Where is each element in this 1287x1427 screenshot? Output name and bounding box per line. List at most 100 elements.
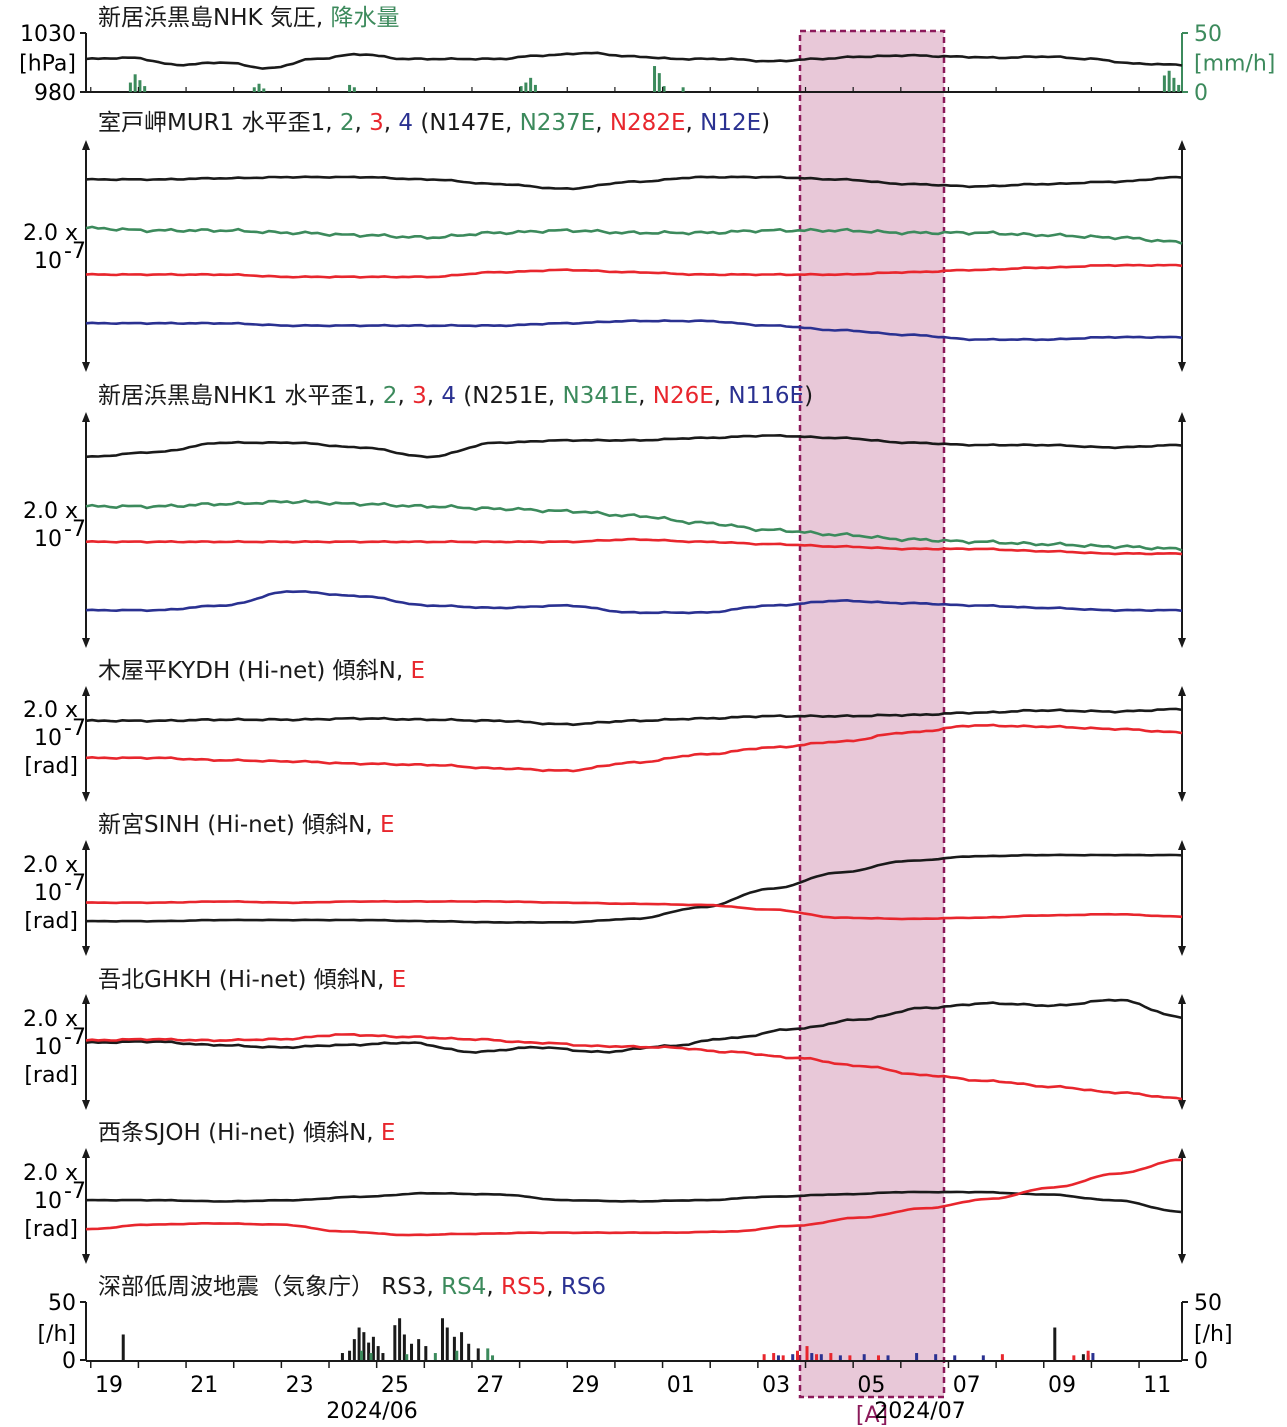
panel-title-part: N341E	[563, 383, 639, 409]
panel-title-part: ,	[384, 110, 399, 136]
lfe-bar-rs6	[819, 1354, 823, 1360]
series-SINH-N	[85, 853, 1183, 924]
x-tick-label: 19	[95, 1373, 123, 1398]
pressure-line	[85, 51, 1183, 70]
panel-title-part: 西条SJOH (Hi-net) 傾斜N,	[98, 1120, 381, 1146]
right-axis-bottom-arrow	[1178, 638, 1186, 648]
x-tick-label: 21	[190, 1373, 218, 1398]
series-NHK1-2	[85, 499, 1183, 552]
series-SINH-E	[85, 899, 1183, 921]
lfe-bar-rs6	[810, 1353, 814, 1360]
lfe-bar-rs3	[476, 1348, 480, 1360]
panel-title-part: ,	[546, 1274, 561, 1300]
rain-bar	[348, 84, 352, 92]
right-axis-top-arrow	[1178, 140, 1186, 150]
scale-exponent-base: 10	[34, 726, 62, 751]
scale-label: 2.0 x	[23, 853, 78, 878]
panel-title-part: ,	[714, 383, 729, 409]
panel-title-part: N237E	[520, 110, 596, 136]
right-axis-top-arrow	[1178, 412, 1186, 422]
lfe-bar-rs5	[772, 1353, 776, 1360]
panel-title-part: RS6	[561, 1274, 606, 1300]
lfe-bar-rs5	[876, 1355, 880, 1360]
lfe-bar-rs3	[371, 1336, 375, 1360]
lfe-bar-rs4	[433, 1353, 437, 1360]
panel-title: 新居浜黒島NHK 気圧, 降水量	[98, 5, 400, 31]
panel-title-part: )	[804, 383, 813, 409]
left-axis-top-arrow	[82, 1148, 90, 1158]
lfe-bar-rs4	[455, 1350, 459, 1360]
rain-bar	[1172, 77, 1176, 92]
scale-exponent: -7	[64, 517, 86, 542]
scale-label: 2.0 x	[23, 698, 78, 723]
month-label: 2024/06	[326, 1399, 417, 1424]
rain-bar	[681, 87, 685, 92]
rain-bar	[143, 86, 147, 92]
lfe-bar-rs3	[121, 1334, 125, 1360]
scale-exponent-base: 10	[34, 249, 62, 274]
panel-title-part: )	[761, 110, 770, 136]
lfe-bar-rs6	[886, 1355, 890, 1360]
panel-title-part: ,	[685, 110, 700, 136]
lfe-bar-rs3	[445, 1327, 449, 1360]
scale-label: 2.0 x	[23, 221, 78, 246]
rain-bar	[352, 87, 356, 92]
lfe-bar-rs5	[781, 1355, 785, 1360]
y2-tick-label: 50	[1194, 22, 1222, 47]
rain-bar	[138, 80, 142, 92]
panel-GHKH: 吾北GHKH (Hi-net) 傾斜N, E 2.0 x 10 -7 [rad]	[23, 967, 1186, 1110]
y2-tick-label: 0	[1194, 81, 1208, 106]
lfe-bar-rs6	[915, 1353, 919, 1360]
right-axis-top-arrow	[1178, 840, 1186, 850]
rain-bar	[519, 86, 523, 92]
scale-unit: [rad]	[24, 754, 78, 779]
scale-label: 2.0 x	[23, 1007, 78, 1032]
panel-title: 深部低周波地震（気象庁） RS3, RS4, RS5, RS6	[98, 1274, 606, 1300]
y2-tick-label: 0	[1194, 1349, 1208, 1374]
rain-bar	[1177, 84, 1181, 92]
scale-exponent-base: 10	[34, 527, 62, 552]
x-tick-label: 25	[381, 1373, 409, 1398]
lfe-bar-rs4	[491, 1355, 495, 1360]
panel-title-part: 木屋平KYDH (Hi-net) 傾斜N,	[98, 658, 410, 684]
lfe-bar-rs3	[460, 1332, 464, 1360]
y-tick-label: 1030	[20, 22, 76, 47]
panel-title-part: 新宮SINH (Hi-net) 傾斜N,	[98, 812, 380, 838]
y2-tick-label: 50	[1194, 1291, 1222, 1316]
scale-exponent: -7	[64, 716, 86, 741]
y2-tick-label: [mm/h]	[1194, 52, 1275, 77]
panel-title-part: 4	[398, 110, 413, 136]
left-axis-bottom-arrow	[82, 1254, 90, 1264]
x-tick-label: 09	[1048, 1373, 1076, 1398]
lfe-bar-rs3	[1081, 1354, 1085, 1360]
left-axis-top-arrow	[82, 840, 90, 850]
lfe-bar-rs3	[348, 1350, 352, 1360]
panel-title-part: RS5	[501, 1274, 546, 1300]
panel-pressure: 新居浜黒島NHK 気圧, 降水量 1030 [hPa] 980 50 [mm/h] 0	[19, 5, 1275, 106]
panel-title-part: E	[392, 967, 407, 993]
panel-title-part: ,	[595, 110, 610, 136]
panel-LFE: 深部低周波地震（気象庁） RS3, RS4, RS5, RS650[/h]050…	[37, 1274, 1232, 1374]
panel-title-part: 2	[340, 110, 355, 136]
scale-exponent: -7	[64, 1179, 86, 1204]
rain-bar	[529, 77, 533, 92]
lfe-bar-rs6	[791, 1354, 795, 1360]
scale-label: 2.0 x	[23, 499, 78, 524]
left-axis-top-arrow	[82, 140, 90, 150]
right-axis-top-arrow	[1178, 686, 1186, 696]
panel-title-part: ,	[355, 110, 370, 136]
lfe-bar-rs4	[405, 1354, 409, 1360]
scale-label: 2.0 x	[23, 1161, 78, 1186]
lfe-bar-rs3	[381, 1353, 385, 1360]
left-axis-top-arrow	[82, 686, 90, 696]
panel-title-part: ,	[427, 383, 442, 409]
rain-bar	[128, 82, 132, 92]
panel-title-part: 吾北GHKH (Hi-net) 傾斜N,	[98, 967, 392, 993]
left-axis-bottom-arrow	[82, 792, 90, 802]
panel-title-part: N282E	[610, 110, 686, 136]
lfe-bar-rs6	[953, 1355, 957, 1360]
rain-bar	[653, 66, 657, 92]
panel-title-part: E	[380, 812, 395, 838]
series-KYDH-E	[85, 723, 1183, 773]
